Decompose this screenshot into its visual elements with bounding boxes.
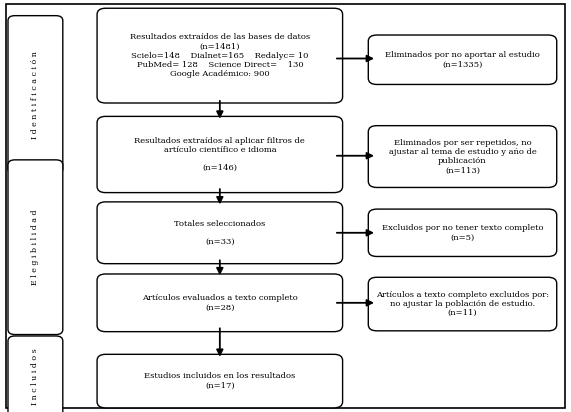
FancyBboxPatch shape — [97, 274, 343, 332]
FancyBboxPatch shape — [8, 16, 63, 174]
Text: I n c l u i d o s: I n c l u i d o s — [31, 349, 39, 405]
Text: Eliminados por no aportar al estudio
(n=1335): Eliminados por no aportar al estudio (n=… — [385, 51, 540, 68]
Text: Estudios incluidos en los resultados
(n=17): Estudios incluidos en los resultados (n=… — [144, 372, 295, 390]
FancyBboxPatch shape — [8, 336, 63, 412]
Text: E l e g i b i l i d a d: E l e g i b i l i d a d — [31, 209, 39, 285]
Text: Resultados extraídos al aplicar filtros de
artículo científico e idioma

(n=146): Resultados extraídos al aplicar filtros … — [134, 137, 305, 172]
FancyBboxPatch shape — [97, 8, 343, 103]
Text: Artículos evaluados a texto completo
(n=28): Artículos evaluados a texto completo (n=… — [142, 294, 297, 311]
FancyBboxPatch shape — [8, 160, 63, 335]
FancyBboxPatch shape — [97, 202, 343, 264]
FancyBboxPatch shape — [6, 4, 565, 408]
FancyBboxPatch shape — [368, 277, 557, 331]
Text: Resultados extraídos de las bases de datos
(n=1481)
Scielo=148    Dialnet=165   : Resultados extraídos de las bases de dat… — [130, 33, 310, 78]
Text: Artículos a texto completo excluidos por:
no ajustar la población de estudio.
(n: Artículos a texto completo excluidos por… — [376, 291, 549, 317]
Text: Totales seleccionados

(n=33): Totales seleccionados (n=33) — [174, 220, 266, 246]
FancyBboxPatch shape — [368, 35, 557, 84]
Text: Excluidos por no tener texto completo
(n=5): Excluidos por no tener texto completo (n… — [382, 224, 543, 241]
FancyBboxPatch shape — [368, 209, 557, 256]
FancyBboxPatch shape — [368, 126, 557, 187]
FancyBboxPatch shape — [97, 354, 343, 408]
FancyBboxPatch shape — [97, 117, 343, 193]
Text: I d e n t i f i c a c i ó n: I d e n t i f i c a c i ó n — [31, 51, 39, 139]
Text: Eliminados por ser repetidos, no
ajustar al tema de estudio y año de
publicación: Eliminados por ser repetidos, no ajustar… — [389, 139, 536, 174]
